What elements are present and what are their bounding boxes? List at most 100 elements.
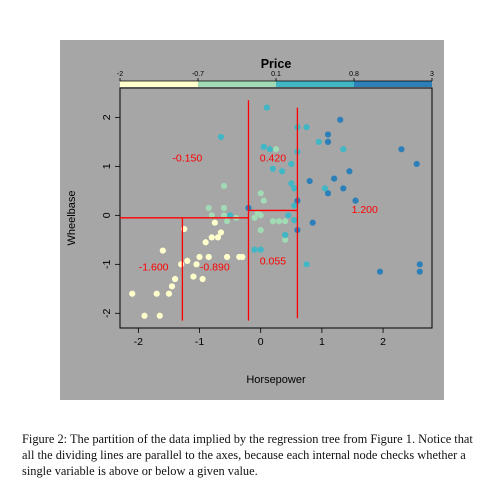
data-point bbox=[340, 146, 347, 153]
colorbar-tick-label: 0.8 bbox=[349, 71, 359, 78]
data-point bbox=[309, 219, 316, 226]
y-tick-label: 2 bbox=[101, 114, 113, 120]
data-point bbox=[193, 261, 200, 268]
x-tick-label: 1 bbox=[319, 336, 325, 348]
colorbar-tick-label: 0.1 bbox=[271, 71, 281, 78]
data-point bbox=[337, 116, 344, 123]
figure-panel: Price -2 -0.7 0.1 0.8 3 -2 -1 0 1 2 -2 -1 0 1 2 -0.150… bbox=[60, 40, 444, 400]
data-point bbox=[257, 246, 264, 253]
plot-area: -2 -1 0 1 2 -2 -1 0 1 2 -0.150 0.420 1.200 -1.600 -0.8… bbox=[101, 87, 433, 348]
x-tick-label: -2 bbox=[134, 336, 143, 348]
data-point bbox=[321, 185, 329, 192]
data-point bbox=[260, 197, 267, 204]
data-point bbox=[202, 239, 209, 246]
data-point bbox=[260, 143, 267, 150]
data-point bbox=[251, 214, 258, 221]
colorbar-tick-label: -0.7 bbox=[192, 71, 204, 78]
data-point bbox=[303, 261, 310, 268]
data-point bbox=[257, 226, 264, 234]
data-point bbox=[239, 253, 246, 261]
data-point bbox=[288, 180, 295, 187]
data-point bbox=[398, 146, 405, 153]
colorbar-segment bbox=[276, 81, 354, 87]
region-label: -0.150 bbox=[172, 152, 202, 164]
data-point bbox=[269, 218, 277, 225]
data-point bbox=[227, 212, 234, 219]
data-point bbox=[346, 168, 353, 175]
data-point bbox=[184, 257, 191, 264]
x-tick-label: -1 bbox=[195, 336, 204, 348]
data-point bbox=[275, 218, 283, 225]
data-point bbox=[269, 165, 277, 172]
figure-caption: Figure 2: The partition of the data impl… bbox=[22, 432, 473, 478]
x-axis-label: Horsepower bbox=[246, 374, 306, 386]
data-point bbox=[220, 182, 228, 190]
colorbar-segment bbox=[354, 81, 432, 87]
data-point bbox=[324, 138, 332, 145]
data-point bbox=[288, 160, 295, 168]
data-point bbox=[282, 236, 289, 243]
y-tick-label: -2 bbox=[101, 308, 113, 317]
y-tick-label: -1 bbox=[101, 260, 113, 269]
data-point bbox=[324, 190, 332, 197]
region-label: 0.420 bbox=[260, 152, 286, 164]
plot-frame bbox=[119, 87, 433, 329]
y-tick-label: 0 bbox=[101, 212, 113, 218]
data-point bbox=[220, 204, 228, 212]
data-point bbox=[196, 253, 203, 261]
data-point bbox=[279, 168, 286, 175]
data-point bbox=[171, 275, 179, 283]
scatter-chart: Price -2 -0.7 0.1 0.8 3 -2 -1 0 1 2 -2 -1 0 1 2 -0.150… bbox=[66, 57, 434, 386]
data-point bbox=[217, 133, 225, 141]
chart-title: Price bbox=[261, 57, 292, 71]
region-label: -1.600 bbox=[139, 262, 169, 274]
data-point bbox=[168, 283, 176, 290]
data-point bbox=[153, 290, 160, 297]
data-point bbox=[315, 138, 322, 145]
colorbar: -2 -0.7 0.1 0.8 3 bbox=[117, 71, 434, 87]
data-point bbox=[220, 212, 228, 219]
data-point bbox=[257, 190, 264, 197]
data-point bbox=[306, 177, 313, 185]
x-tick-label: 2 bbox=[380, 336, 386, 348]
data-point bbox=[217, 229, 225, 236]
region-label: 1.200 bbox=[352, 204, 378, 216]
data-point bbox=[223, 253, 231, 261]
data-point bbox=[129, 290, 136, 297]
data-point bbox=[331, 175, 338, 182]
data-point bbox=[156, 312, 163, 319]
region-label: -0.890 bbox=[200, 262, 230, 274]
data-point bbox=[291, 217, 298, 224]
data-point bbox=[272, 146, 280, 153]
data-point bbox=[416, 268, 423, 275]
data-point bbox=[159, 247, 166, 254]
data-point bbox=[263, 104, 270, 111]
data-point bbox=[214, 234, 221, 241]
data-point bbox=[282, 218, 289, 225]
data-point bbox=[376, 268, 384, 275]
x-tick-label: 0 bbox=[258, 336, 264, 348]
colorbar-tick-label: 3 bbox=[430, 71, 434, 78]
data-point bbox=[352, 197, 359, 204]
data-point bbox=[291, 185, 298, 192]
data-point bbox=[141, 312, 148, 319]
data-point bbox=[251, 246, 258, 253]
data-point bbox=[178, 261, 185, 268]
data-point bbox=[282, 231, 289, 239]
y-axis-label: Wheelbase bbox=[66, 190, 78, 245]
data-point bbox=[257, 212, 264, 219]
data-point bbox=[413, 160, 420, 168]
data-point bbox=[223, 218, 231, 225]
data-point bbox=[208, 212, 215, 219]
region-label: 0.055 bbox=[260, 255, 286, 267]
colorbar-tick-label: -2 bbox=[117, 71, 123, 78]
data-point bbox=[266, 146, 273, 153]
data-point bbox=[291, 202, 298, 209]
data-point bbox=[285, 212, 292, 219]
y-tick-label: 1 bbox=[101, 163, 113, 169]
colorbar-segment bbox=[120, 81, 198, 87]
data-point bbox=[211, 219, 218, 226]
data-point bbox=[324, 131, 332, 138]
data-point bbox=[205, 253, 212, 261]
data-point bbox=[199, 275, 206, 283]
